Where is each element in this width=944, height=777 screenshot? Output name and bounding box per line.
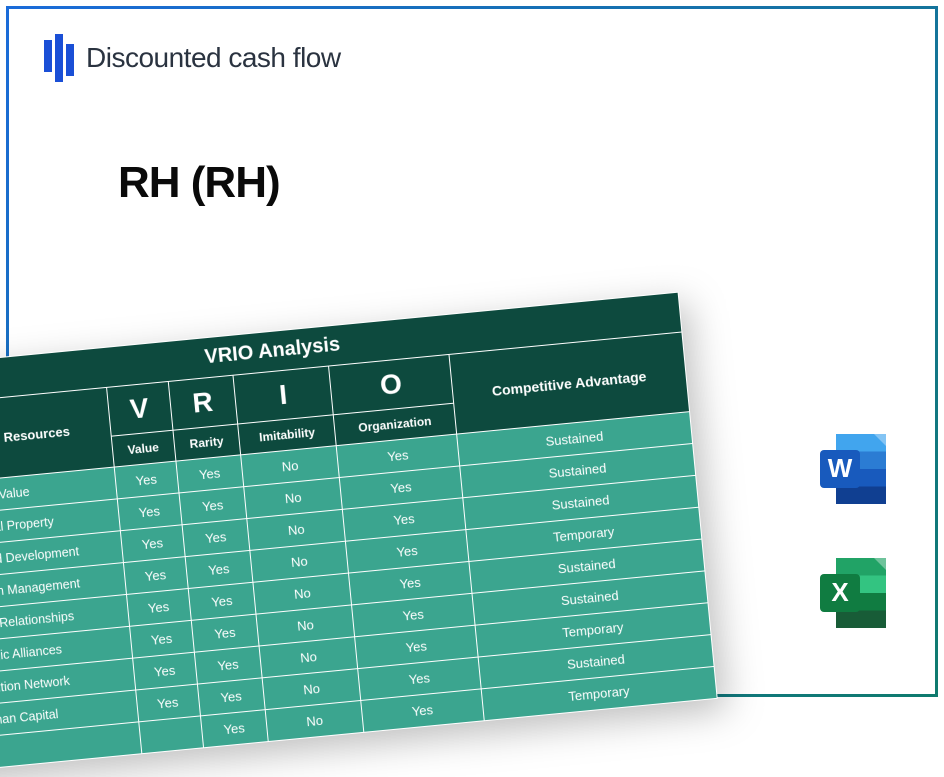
brand-logo-text: Discounted cash flow — [86, 42, 341, 74]
vrio-table-container: VRIO Analysis Capabilities or Resources … — [0, 292, 718, 777]
cell-value — [138, 716, 203, 754]
excel-icon[interactable]: X — [814, 554, 892, 632]
cell-rarity: Yes — [200, 710, 268, 748]
brand-logo: Discounted cash flow — [44, 34, 341, 82]
word-icon[interactable]: W — [814, 430, 892, 508]
col-letter-r: R — [168, 375, 238, 430]
export-icons: W X — [814, 430, 892, 632]
brand-logo-mark — [44, 34, 74, 82]
col-letter-v: V — [106, 382, 172, 437]
svg-text:X: X — [831, 577, 849, 607]
svg-text:W: W — [828, 453, 853, 483]
vrio-table: VRIO Analysis Capabilities or Resources … — [0, 292, 718, 777]
page-title: RH (RH) — [118, 158, 280, 208]
